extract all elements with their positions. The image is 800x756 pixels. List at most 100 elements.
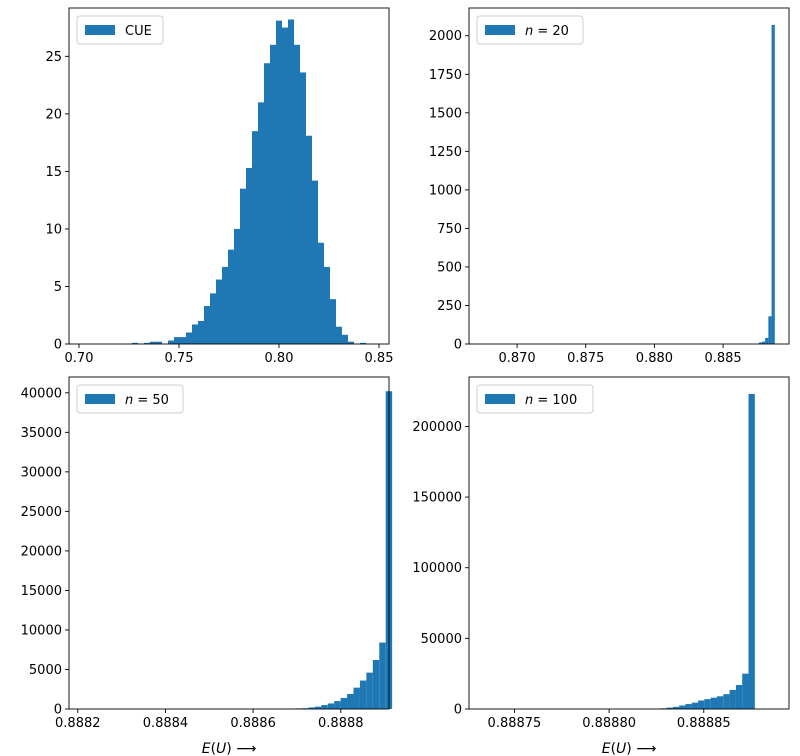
legend-label: n = 50 bbox=[125, 393, 169, 408]
histogram-bar bbox=[312, 180, 318, 344]
x-axis-label: E(U) ⟶ bbox=[602, 741, 657, 756]
histogram-bar bbox=[204, 306, 210, 344]
histogram-bar bbox=[771, 24, 775, 344]
y-tick-label: 500 bbox=[437, 260, 462, 275]
histogram-bar bbox=[679, 705, 686, 709]
legend-label: n = 100 bbox=[525, 393, 577, 408]
histogram-bar bbox=[765, 337, 769, 344]
y-tick-label: 25 bbox=[45, 50, 62, 65]
histogram-bar bbox=[761, 341, 766, 344]
y-tick-label: 15000 bbox=[21, 584, 62, 599]
histogram-bar bbox=[300, 72, 306, 344]
histogram-bar bbox=[330, 299, 336, 344]
y-tick-label: 2000 bbox=[429, 29, 462, 44]
chart-panel-1: 0.70 0.75 0.80 0.85 0 5 10 15 20 25 CUE bbox=[45, 7, 394, 366]
histogram-bar bbox=[672, 706, 680, 709]
histogram-bar bbox=[308, 707, 315, 709]
histogram-bar bbox=[742, 673, 749, 709]
y-tick-label: 200000 bbox=[412, 420, 462, 435]
x-tick-label: 0.80 bbox=[265, 351, 294, 366]
histogram-bar bbox=[222, 266, 228, 344]
legend-swatch bbox=[485, 25, 515, 35]
legend: n = 100 bbox=[476, 384, 594, 414]
histogram-bar bbox=[252, 131, 258, 344]
y-tick-label: 100000 bbox=[412, 561, 462, 576]
y-tick-label: 40000 bbox=[21, 386, 62, 401]
histogram-bar bbox=[768, 316, 772, 344]
legend-swatch bbox=[85, 25, 115, 35]
y-tick-label: 5000 bbox=[29, 663, 62, 678]
y-tick-label: 20 bbox=[45, 107, 62, 122]
histogram-bar bbox=[685, 704, 692, 709]
histogram-bar bbox=[168, 340, 174, 344]
plot-frame bbox=[468, 376, 790, 710]
histogram-bar bbox=[716, 696, 724, 709]
y-tick-label: 30000 bbox=[21, 465, 62, 480]
legend-box bbox=[76, 15, 164, 45]
y-tick-label: 750 bbox=[437, 222, 462, 237]
y-tick-label: 0 bbox=[454, 703, 462, 718]
histogram-bar bbox=[150, 341, 156, 344]
histogram-bar bbox=[258, 102, 264, 344]
histogram-bar bbox=[324, 266, 330, 344]
y-tick-label: 150000 bbox=[412, 491, 462, 506]
histogram-bar bbox=[246, 167, 252, 344]
histogram-bar bbox=[666, 707, 673, 709]
x-tick-label: 0.875 bbox=[567, 351, 604, 366]
histogram-bar bbox=[710, 697, 717, 709]
x-tick-label: 0.85 bbox=[365, 351, 394, 366]
histogram-bar bbox=[735, 684, 743, 709]
y-tick-label: 250 bbox=[437, 299, 462, 314]
legend: n = 50 bbox=[76, 384, 184, 414]
legend: CUE bbox=[76, 15, 164, 45]
y-tick-label: 1500 bbox=[429, 106, 462, 121]
histogram-bar bbox=[288, 19, 294, 344]
x-tick-label: 0.885 bbox=[704, 351, 741, 366]
y-tick-label: 35000 bbox=[21, 426, 62, 441]
histogram-bar bbox=[282, 27, 288, 345]
histogram-bar bbox=[698, 700, 705, 709]
x-tick-label: 0.75 bbox=[165, 351, 194, 366]
histogram-bars bbox=[289, 391, 393, 709]
histogram-bar bbox=[216, 279, 222, 344]
histogram-bar bbox=[240, 188, 246, 344]
histogram-bar bbox=[366, 672, 373, 709]
x-tick-label: 0.880 bbox=[636, 351, 673, 366]
histogram-bar bbox=[318, 242, 324, 344]
plot-frame bbox=[468, 7, 790, 345]
histogram-bar bbox=[174, 337, 180, 344]
histogram-bar bbox=[704, 699, 711, 709]
y-tick-label: 0 bbox=[54, 703, 62, 718]
histogram-bar bbox=[691, 702, 699, 709]
legend-swatch bbox=[85, 394, 115, 404]
histogram-bar bbox=[342, 334, 348, 344]
histogram-bar bbox=[180, 337, 186, 344]
histogram-bar bbox=[359, 680, 367, 709]
legend-label: n = 20 bbox=[525, 24, 569, 39]
x-tick-label: 0.88880 bbox=[582, 716, 636, 731]
histogram-bar bbox=[264, 63, 270, 344]
legend-box bbox=[476, 15, 584, 45]
histogram-bar bbox=[210, 293, 216, 344]
legend: n = 20 bbox=[476, 15, 584, 45]
histogram-bar bbox=[372, 659, 380, 709]
histogram-bar bbox=[314, 706, 322, 709]
histogram-bar bbox=[321, 705, 328, 709]
histogram-bar bbox=[270, 44, 276, 344]
chart-panel-3: 0.8882 0.8884 0.8886 0.8888 0 5000 10000 15000 2… bbox=[21, 376, 393, 756]
histogram-bars bbox=[758, 24, 775, 344]
histogram-bar bbox=[192, 324, 198, 344]
x-tick-label: 0.88875 bbox=[488, 716, 542, 731]
histogram-bar bbox=[729, 689, 736, 709]
histogram-bar bbox=[156, 341, 162, 344]
histogram-bar bbox=[198, 320, 204, 344]
histogram-bar bbox=[336, 326, 342, 344]
x-tick-label: 0.8882 bbox=[55, 716, 101, 731]
histogram-bar bbox=[379, 642, 386, 709]
histogram-bar bbox=[748, 393, 755, 709]
x-tick-label: 0.8886 bbox=[230, 716, 276, 731]
legend-box bbox=[476, 384, 594, 414]
chart-panel-2: 0.870 0.875 0.880 0.885 0 250 500 750 1000 1250 15… bbox=[429, 7, 790, 366]
y-tick-label: 50000 bbox=[421, 632, 462, 647]
